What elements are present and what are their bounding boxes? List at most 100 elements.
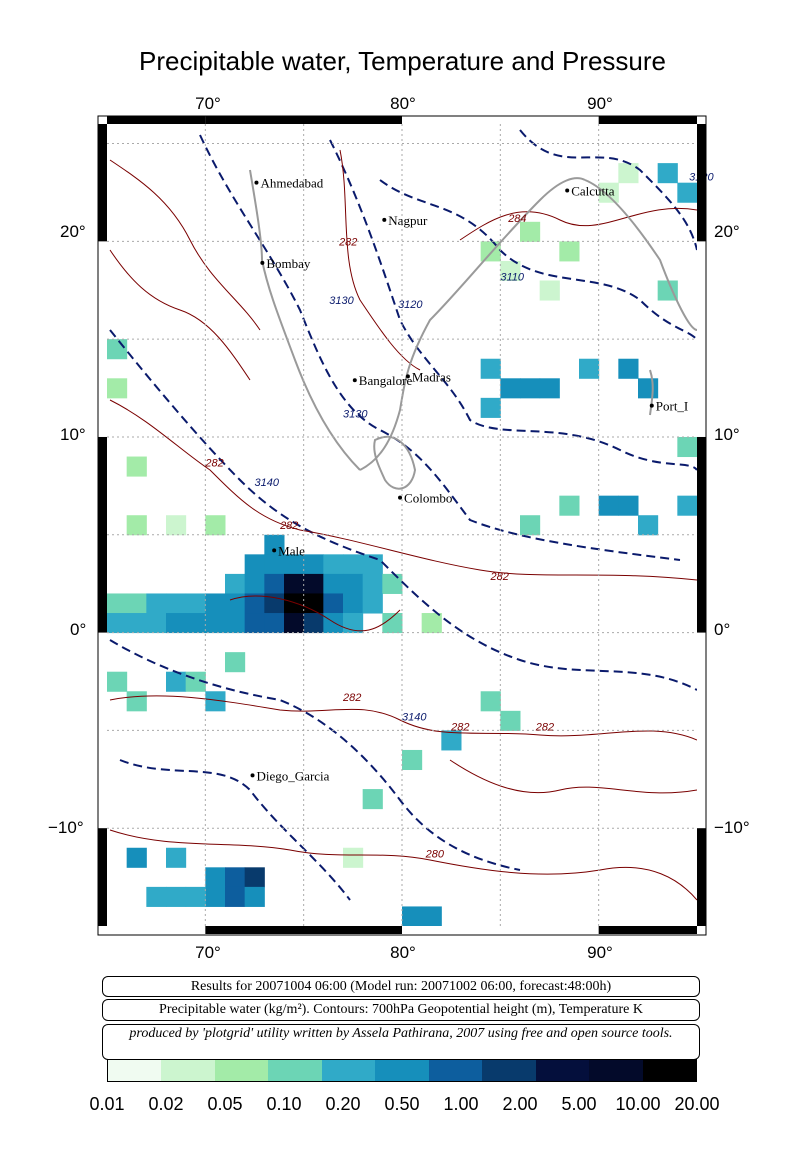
lon-label-top-70: 70°: [195, 94, 221, 113]
pw-cell: [598, 495, 619, 516]
pw-cell: [303, 573, 324, 594]
contour-label: 284: [507, 213, 526, 225]
colorbar-label: 1.00: [443, 1094, 479, 1114]
lat-label-left-10: 10°: [60, 425, 86, 444]
colorbar-swatch: [482, 1060, 536, 1081]
pw-cell: [323, 573, 344, 594]
pw-cell: [166, 847, 187, 868]
pw-cell: [559, 241, 580, 262]
pw-cell: [480, 358, 501, 379]
lat-label-left-20: 20°: [60, 222, 86, 241]
geopotential-contour-3130b: [119, 759, 351, 901]
city-marker-icon: [272, 548, 277, 553]
contour-label: 282: [535, 721, 554, 733]
temperature-contour-282c: [109, 695, 697, 741]
sri-lanka: [373, 435, 417, 490]
temperature-contour-282b: [109, 399, 697, 581]
frame-bar-left: [98, 828, 107, 926]
colorbar-label: 0.20: [325, 1094, 361, 1114]
contour-label-layer: 3120284282311031203130313028231402822822…: [204, 172, 714, 861]
temperature-contour-284: [459, 208, 697, 241]
city-port-i[interactable]: Port_I: [649, 399, 689, 414]
pw-cell: [126, 593, 147, 614]
pw-cell: [225, 886, 246, 907]
city-bangalore[interactable]: Bangalore: [352, 373, 413, 388]
lat-label-left-minus10: −10°: [48, 818, 84, 837]
city-nagpur[interactable]: Nagpur: [382, 213, 428, 228]
pw-cell: [343, 613, 364, 634]
pw-cell: [225, 867, 246, 888]
lon-label-bottom-90: 90°: [587, 943, 613, 962]
pw-cell: [421, 613, 442, 634]
frame-bar-bottom: [205, 926, 402, 934]
pw-cell: [244, 613, 265, 634]
pw-cell: [677, 495, 697, 516]
pw-grid-layer: [107, 163, 697, 926]
pw-cell: [638, 515, 659, 536]
pw-cell: [244, 554, 265, 575]
india-west-coast: [249, 169, 361, 471]
contour-label: 282: [338, 236, 357, 248]
geopotential-contour-3140: [109, 329, 697, 691]
city-madras[interactable]: Madras: [405, 369, 451, 384]
pw-cell: [185, 613, 206, 634]
pw-cell: [303, 613, 324, 634]
frame-bar-right: [697, 828, 706, 926]
frame-bar-top: [598, 116, 697, 124]
colorbar-swatch: [375, 1060, 429, 1081]
pw-cell: [205, 867, 226, 888]
temperature-contour-280: [109, 829, 697, 901]
pw-cell: [382, 573, 403, 594]
pw-cell: [166, 593, 187, 614]
city-bombay[interactable]: Bombay: [260, 256, 311, 271]
pw-cell: [618, 358, 639, 379]
pw-cell: [598, 182, 619, 203]
pw-cell: [264, 554, 285, 575]
pw-cell: [244, 867, 265, 888]
city-ahmedabad[interactable]: Ahmedabad: [254, 176, 324, 191]
city-marker-icon: [382, 217, 387, 222]
contour-label: 3130: [343, 408, 368, 420]
pw-cell: [284, 613, 305, 634]
pw-cell: [441, 730, 462, 751]
pw-cell: [264, 534, 285, 555]
pw-cell: [107, 378, 128, 399]
pw-cell: [618, 163, 639, 184]
frame-bar-top: [107, 116, 206, 124]
temperature-contour-284b: [109, 159, 261, 331]
geopotential-contour-3130: [199, 134, 681, 561]
run-info-box: Results for 20071004 06:00 (Model run: 2…: [102, 976, 700, 997]
geopotential-contour-3140b: [109, 639, 521, 871]
pw-cell: [657, 280, 678, 301]
pw-cell: [657, 163, 678, 184]
city-label: Nagpur: [388, 213, 428, 228]
pw-cell: [362, 554, 383, 575]
variables-info-box: Precipitable water (kg/m²). Contours: 70…: [102, 999, 700, 1021]
pw-cell: [303, 554, 324, 575]
contour-label: 3130: [329, 295, 354, 307]
city-diego-garcia[interactable]: Diego_Garcia: [250, 768, 330, 783]
city-label: Bombay: [266, 256, 311, 271]
frame-bar-right: [697, 436, 706, 633]
pw-cell: [500, 710, 521, 731]
pw-cell: [166, 886, 187, 907]
coastline-layer: [249, 169, 697, 490]
pw-cell: [618, 495, 639, 516]
city-calcutta[interactable]: Calcutta: [565, 184, 615, 199]
map-title: Precipitable water, Temperature and Pres…: [138, 46, 667, 76]
pw-cell: [677, 182, 697, 203]
contour-layer: [109, 129, 697, 901]
contour-label: 282: [279, 520, 298, 532]
pw-cell: [559, 495, 580, 516]
city-colombo[interactable]: Colombo: [398, 491, 452, 506]
pw-cell: [107, 339, 128, 360]
map-frame-ticks: [98, 116, 706, 934]
pw-cell: [107, 671, 128, 692]
pw-cell: [205, 886, 226, 907]
city-male[interactable]: Male: [272, 543, 305, 558]
pw-cell: [205, 515, 226, 536]
pw-cell: [500, 378, 521, 399]
colorbar-label: 0.02: [148, 1094, 184, 1114]
pw-cell: [166, 613, 187, 634]
